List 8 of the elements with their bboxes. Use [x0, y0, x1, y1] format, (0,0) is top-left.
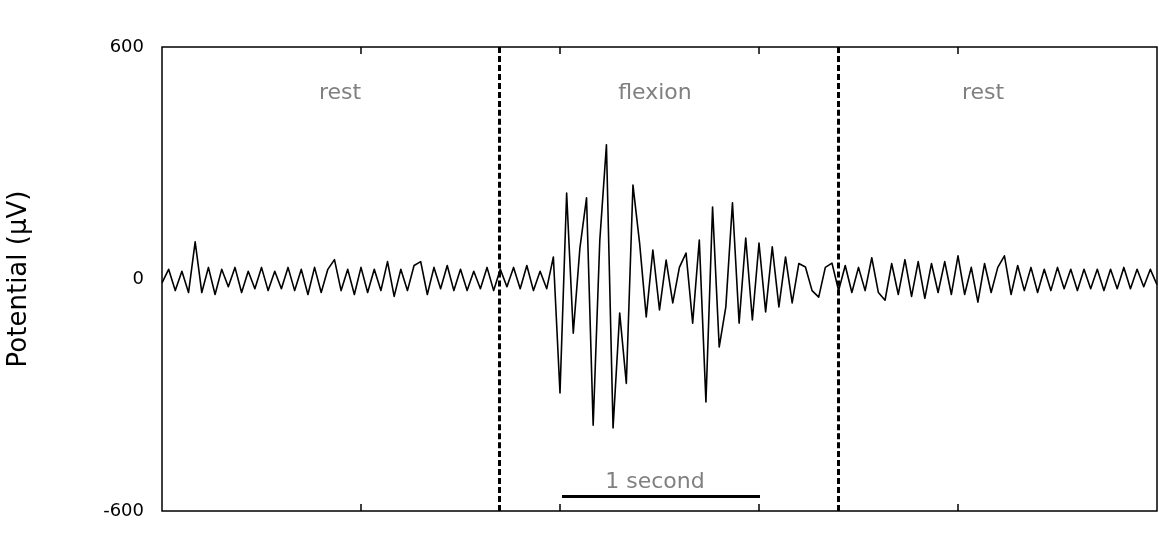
- annotation: rest: [961, 78, 1005, 104]
- annotation: flexion: [618, 78, 692, 104]
- y-tick-label: 0: [132, 266, 144, 288]
- y-axis-title: Potential (μV): [2, 190, 33, 368]
- y-tick-label: -600: [103, 498, 144, 520]
- y-tick-label: 600: [109, 34, 144, 56]
- annotation: 1 second: [605, 467, 705, 493]
- annotation: rest: [318, 78, 362, 104]
